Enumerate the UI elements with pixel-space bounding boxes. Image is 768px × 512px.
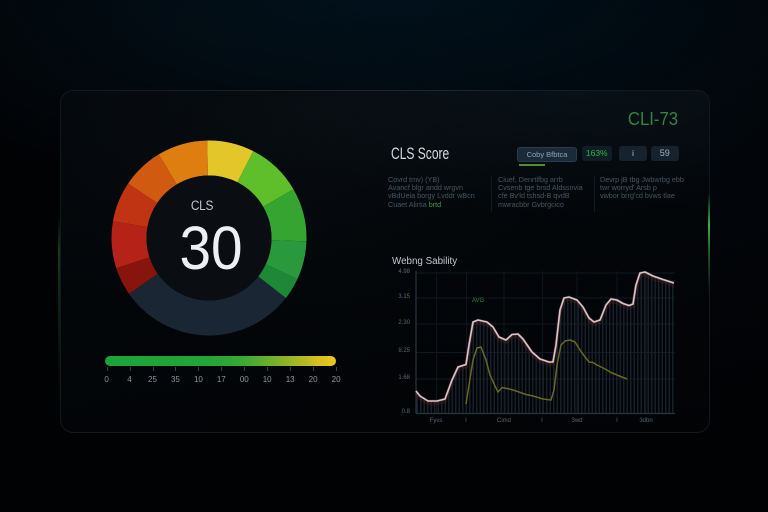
svg-text:AVG: AVG [472,298,485,304]
